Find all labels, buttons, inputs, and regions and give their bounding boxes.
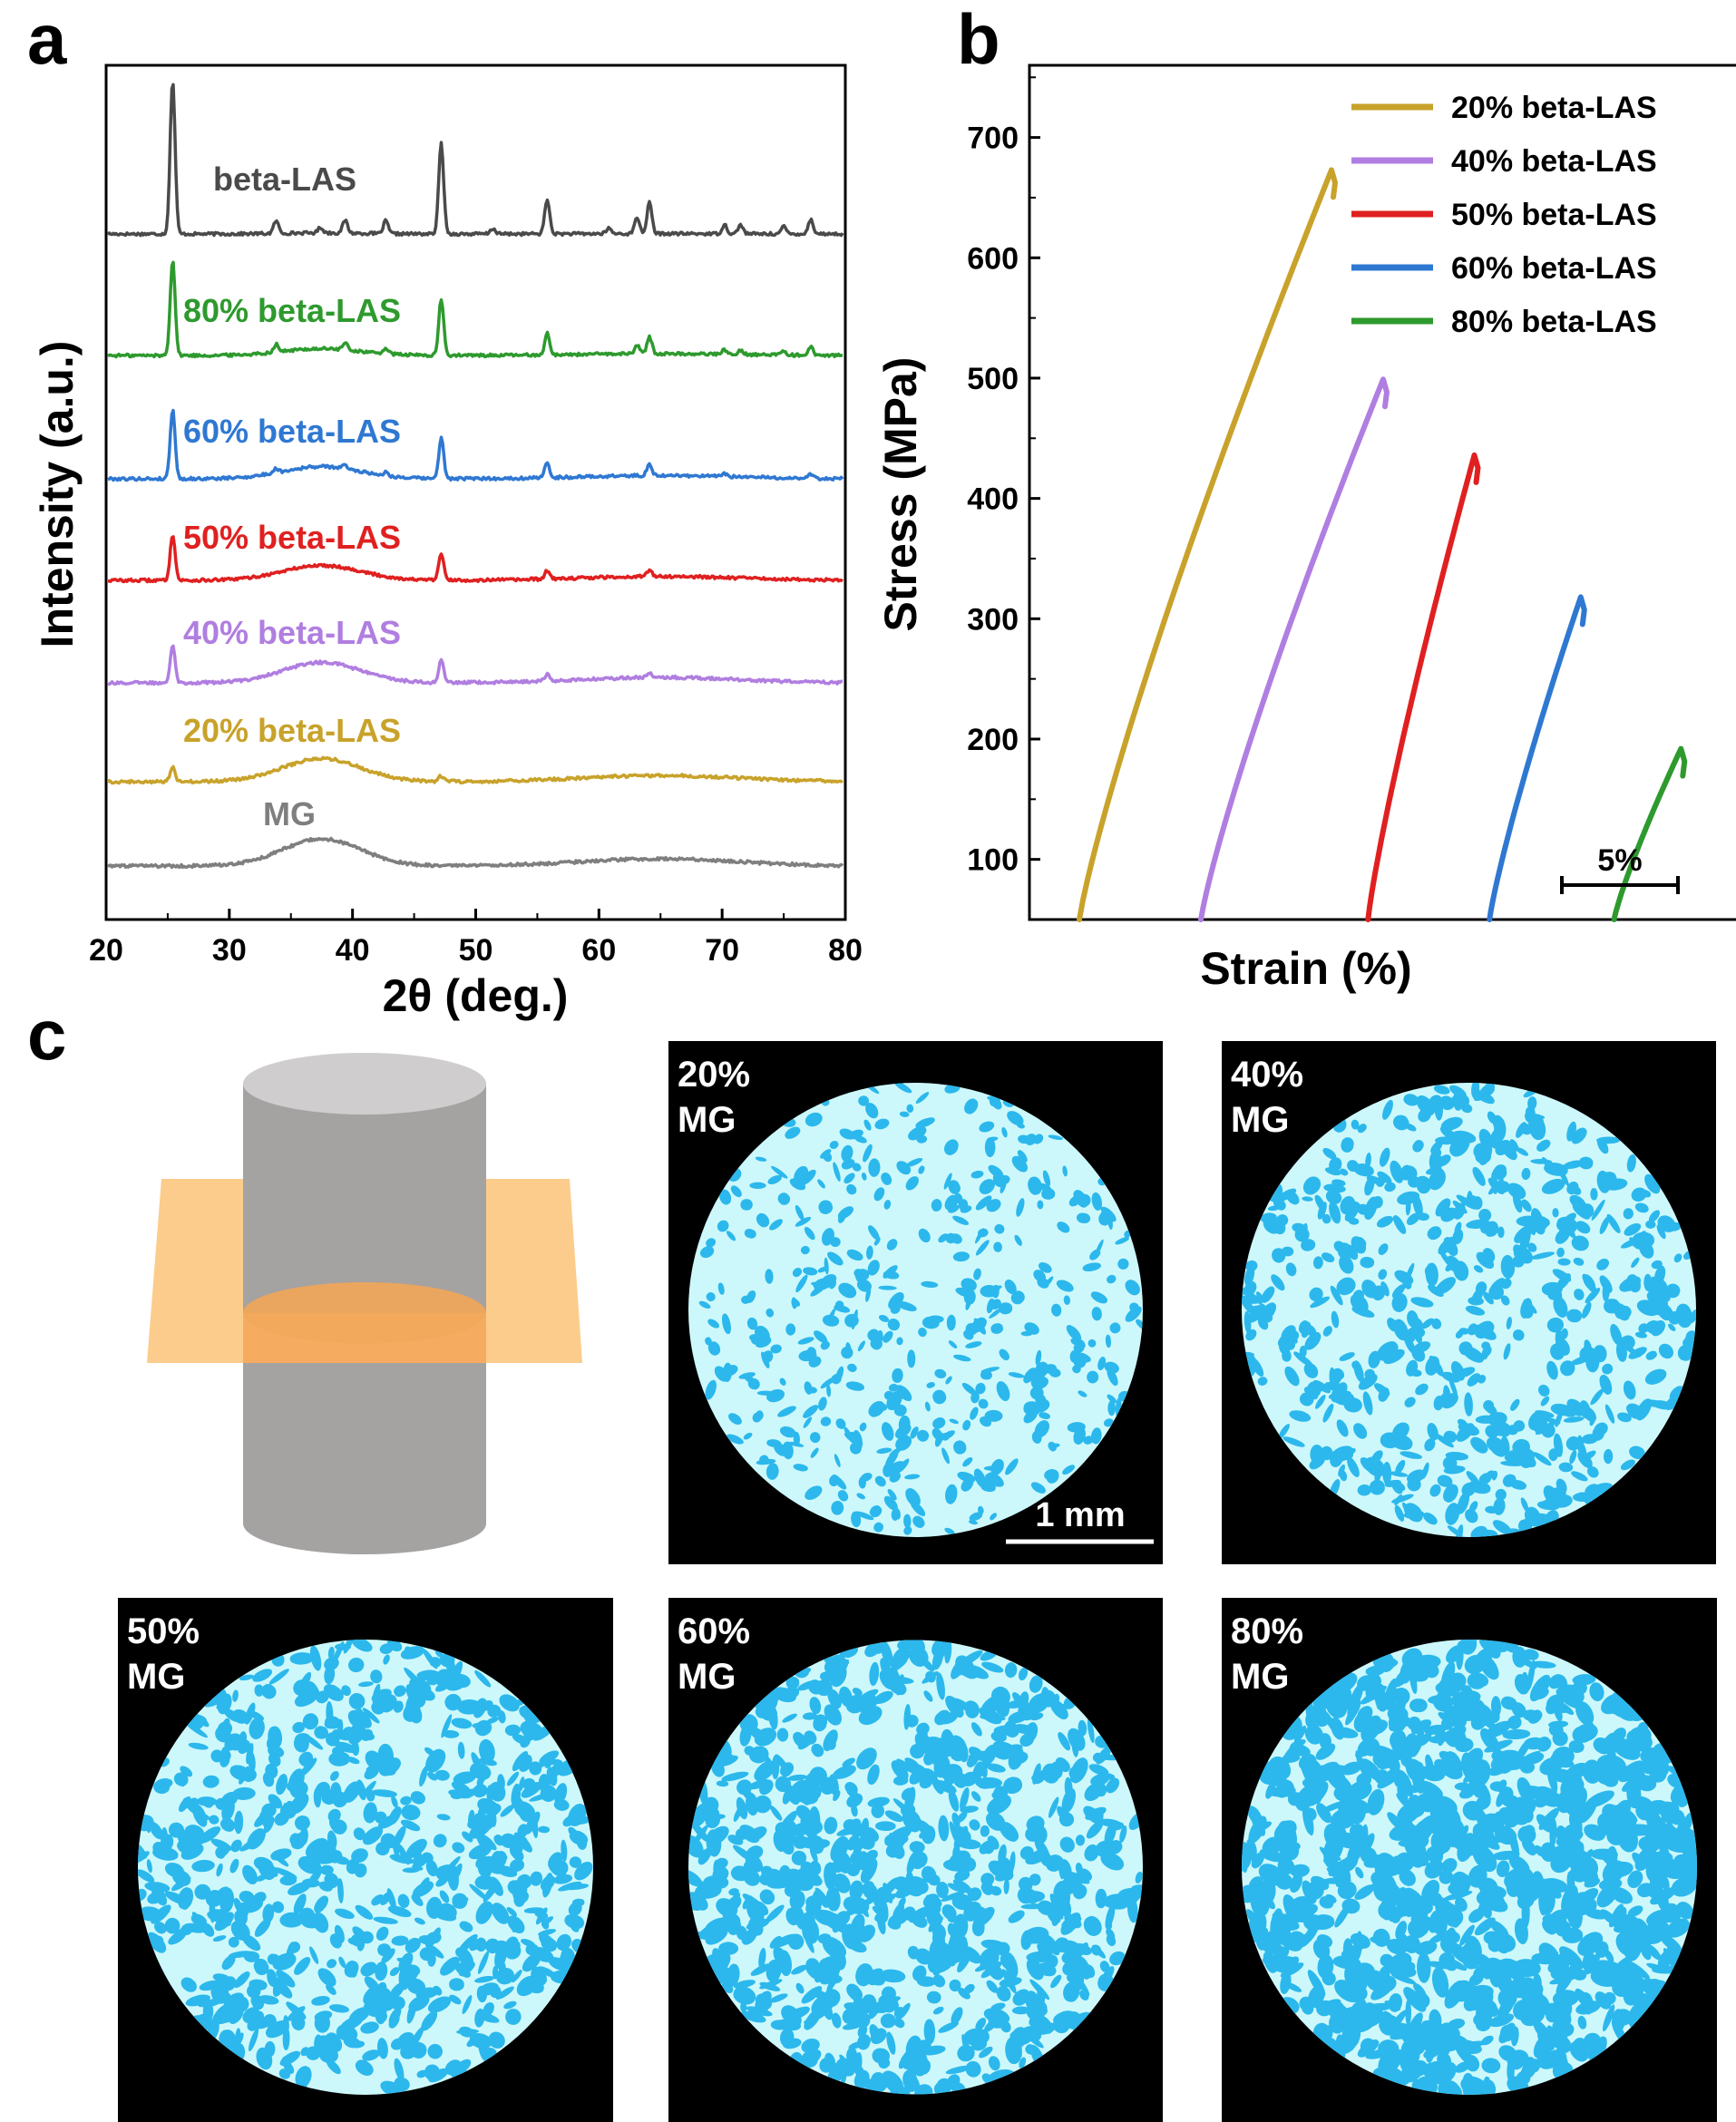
panel-label-c: c xyxy=(27,995,66,1075)
xrd-curve-label-1: 80% beta-LAS xyxy=(183,292,401,329)
xrd-curve-1 xyxy=(106,260,844,359)
xrd-curve-label-2: 60% beta-LAS xyxy=(183,413,401,450)
xrd-curve-3 xyxy=(107,535,844,584)
ct-slice-1: 40% MG xyxy=(1222,1041,1716,1564)
xrd-curve-2 xyxy=(107,408,844,482)
cylinder-bottom xyxy=(243,1493,486,1554)
sample-cylinder-schematic xyxy=(147,1053,582,1554)
ct-slice-label-phase: MG xyxy=(1231,1100,1289,1140)
cross-section-ellipse xyxy=(243,1282,486,1344)
xrd-curve-label-4: 40% beta-LAS xyxy=(183,614,401,651)
xrd-x-tick-label: 50 xyxy=(459,933,493,968)
ct-slice-label-phase: MG xyxy=(678,1657,736,1697)
xrd-x-tick-label: 20 xyxy=(89,933,123,968)
ct-slice-label-phase: MG xyxy=(1231,1657,1289,1697)
stress-plot-frame xyxy=(1028,63,1736,921)
ct-slice-label-fraction: 60% xyxy=(678,1611,750,1651)
stress-curve-4 xyxy=(1611,745,1688,922)
xrd-curve-label-5: 20% beta-LAS xyxy=(183,712,401,749)
stress-curve-3 xyxy=(1487,594,1587,922)
stress-curves xyxy=(1077,167,1688,922)
stress-y-tick-label: 400 xyxy=(967,482,1019,517)
ct-slice-label-phase: MG xyxy=(127,1657,185,1697)
xrd-curve-labels: beta-LAS 80% beta-LAS 60% beta-LAS 50% beta… xyxy=(183,161,401,832)
ct-slice-phase xyxy=(688,1640,1143,2095)
xrd-curve-6 xyxy=(106,836,844,870)
stress-y-tick-label: 100 xyxy=(967,843,1019,878)
legend-label-2: 50% beta-LAS xyxy=(1451,198,1657,232)
ct-slice-label-fraction: 80% xyxy=(1231,1611,1303,1651)
ct-slice-phase-blobs xyxy=(698,1083,1143,1535)
ct-slice-label-fraction: 20% xyxy=(678,1055,750,1095)
legend-label-0: 20% beta-LAS xyxy=(1451,91,1657,125)
ct-scale-bar-label: 1 mm xyxy=(1035,1496,1125,1534)
panel-label-b: b xyxy=(957,0,1000,79)
stress-y-ticks: 100 200 300 400 500 600 700 xyxy=(967,76,1040,878)
xrd-curve-5 xyxy=(106,755,844,785)
xrd-x-axis-title: 2θ (deg.) xyxy=(383,970,569,1021)
stress-y-tick-label: 700 xyxy=(967,122,1019,156)
xrd-y-axis-title: Intensity (a.u.) xyxy=(32,341,83,648)
ct-panel: 20% MG 1 mm 40% MG 50% MG 60% MG 80% MG xyxy=(118,1041,1717,2122)
ct-slice-phase-blobs xyxy=(1242,1083,1696,1537)
ct-slice-phase-blobs xyxy=(138,1640,593,2095)
legend-label-1: 40% beta-LAS xyxy=(1451,144,1657,179)
stress-curve-2 xyxy=(1365,452,1481,922)
cross-section xyxy=(243,1313,486,1363)
stress-strain-chart: 100 200 300 400 500 600 700 20% beta-LAS 40% be… xyxy=(875,63,1736,994)
cylinder-top xyxy=(243,1053,486,1115)
panel-label-a: a xyxy=(27,0,67,79)
xrd-chart: 20 30 40 50 60 70 80 beta-LAS 80% beta-LAS 60% b… xyxy=(32,63,863,1021)
xrd-curve-label-0: beta-LAS xyxy=(213,161,356,198)
legend-label-4: 80% beta-LAS xyxy=(1451,305,1657,339)
xrd-x-tick-label: 70 xyxy=(705,933,739,968)
strain-scale-bar: 5% xyxy=(1560,843,1680,894)
ct-slice-3: 60% MG xyxy=(668,1598,1163,2122)
ct-slice-label-phase: MG xyxy=(678,1100,736,1140)
ct-slice-label-fraction: 40% xyxy=(1231,1055,1303,1095)
stress-x-axis-title: Strain (%) xyxy=(1200,943,1411,994)
xrd-curve-4 xyxy=(107,644,844,686)
ct-slice-label-fraction: 50% xyxy=(127,1611,200,1651)
ct-slice-phase-blobs xyxy=(688,1640,1143,2095)
stress-y-tick-label: 200 xyxy=(967,723,1019,757)
ct-slice-phase xyxy=(1242,1083,1696,1537)
ct-slice-phase xyxy=(698,1083,1143,1535)
xrd-curve-label-6: MG xyxy=(263,795,316,832)
stress-curve-0 xyxy=(1077,167,1338,922)
ct-slice-phase xyxy=(1242,1640,1697,2095)
xrd-x-tick-label: 60 xyxy=(581,933,616,968)
stress-y-tick-label: 600 xyxy=(967,241,1019,276)
xrd-x-ticks: 20 30 40 50 60 70 80 xyxy=(89,909,863,968)
ct-slice-0: 20% MG 1 mm xyxy=(668,1041,1163,1564)
ct-slice-4: 80% MG xyxy=(1222,1598,1717,2122)
ct-slice-2: 50% MG xyxy=(118,1598,613,2122)
xrd-curves xyxy=(106,83,844,870)
xrd-x-tick-label: 40 xyxy=(336,933,370,968)
ct-slice-phase-blobs xyxy=(1242,1640,1697,2095)
legend-label-3: 60% beta-LAS xyxy=(1451,251,1657,286)
ct-slice-phase xyxy=(138,1640,593,2095)
stress-curve-1 xyxy=(1198,376,1390,922)
xrd-curve-0 xyxy=(106,83,844,238)
stress-y-tick-label: 300 xyxy=(967,602,1019,637)
xrd-x-tick-label: 30 xyxy=(212,933,247,968)
ct-slices: 20% MG 1 mm 40% MG 50% MG 60% MG 80% MG xyxy=(118,1041,1717,2122)
xrd-x-tick-label: 80 xyxy=(828,933,863,968)
stress-y-tick-label: 500 xyxy=(967,362,1019,396)
xrd-curve-label-3: 50% beta-LAS xyxy=(183,519,401,556)
stress-legend: 20% beta-LAS 40% beta-LAS 50% beta-LAS 60% … xyxy=(1351,91,1657,339)
stress-y-axis-title: Stress (MPa) xyxy=(875,357,926,632)
strain-scale-label: 5% xyxy=(1597,843,1642,878)
